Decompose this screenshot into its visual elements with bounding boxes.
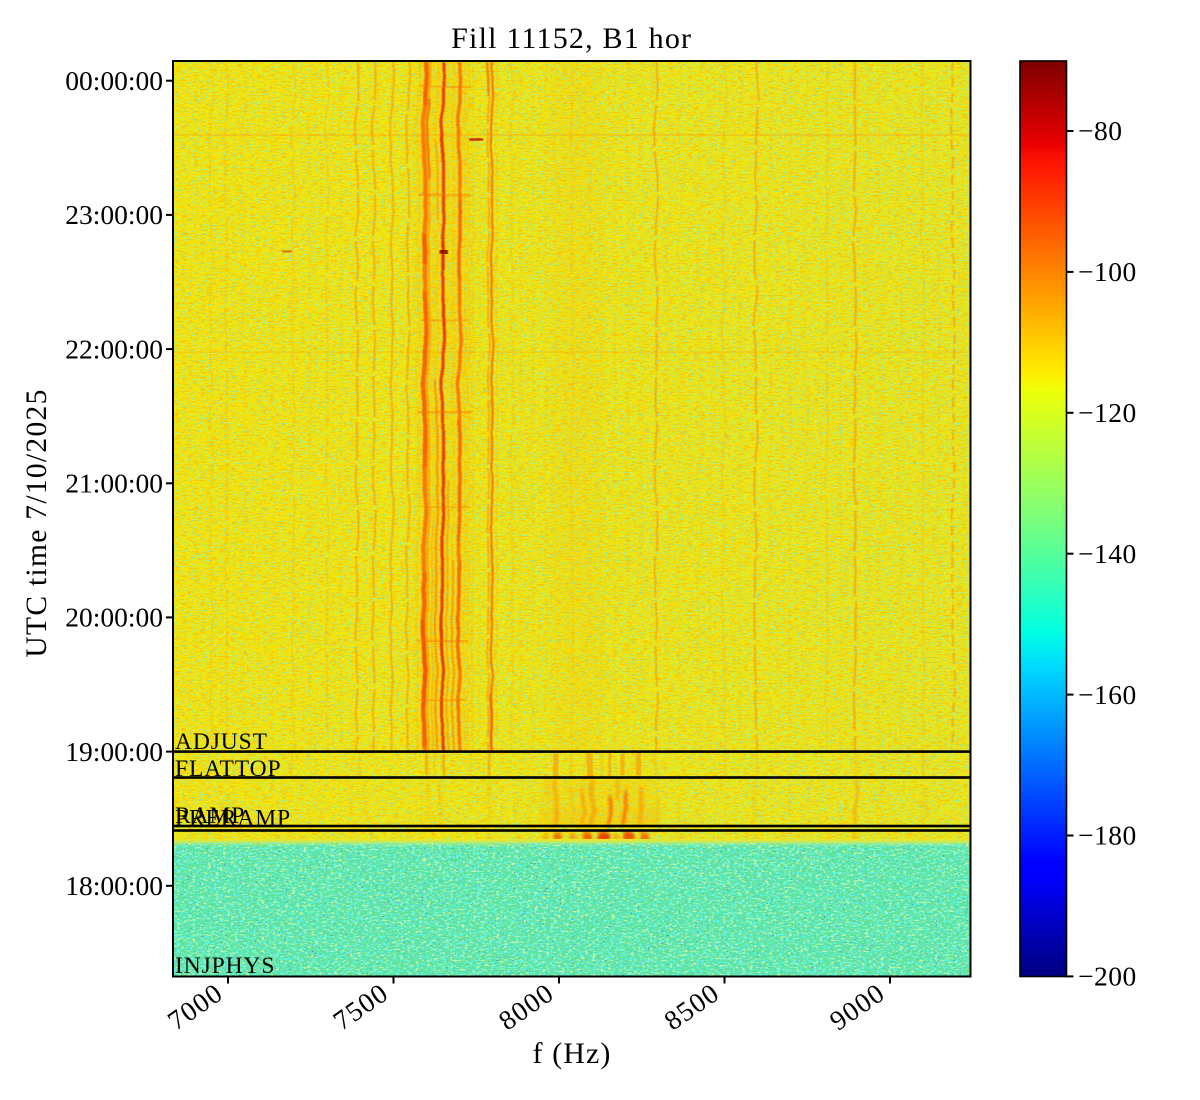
- svg-text:23:00:00: 23:00:00: [65, 199, 163, 230]
- svg-text:−140: −140: [1078, 538, 1137, 569]
- svg-text:INJPHYS: INJPHYS: [175, 953, 275, 979]
- svg-text:21:00:00: 21:00:00: [65, 468, 163, 499]
- svg-text:22:00:00: 22:00:00: [65, 333, 163, 364]
- svg-text:UTC time 7/10/2025: UTC time 7/10/2025: [21, 388, 53, 657]
- svg-text:20:00:00: 20:00:00: [65, 602, 163, 633]
- svg-text:f (Hz): f (Hz): [532, 1037, 611, 1070]
- svg-text:−180: −180: [1078, 820, 1137, 851]
- svg-text:Fill 11152, B1 hor: Fill 11152, B1 hor: [451, 22, 692, 55]
- svg-text:−120: −120: [1078, 397, 1137, 428]
- svg-text:FLATTOP: FLATTOP: [175, 756, 281, 782]
- svg-text:−200: −200: [1078, 961, 1137, 992]
- svg-text:18:00:00: 18:00:00: [65, 870, 163, 901]
- svg-text:PRERAMP: PRERAMP: [175, 805, 291, 831]
- svg-text:−160: −160: [1078, 679, 1137, 710]
- svg-text:ADJUST: ADJUST: [175, 729, 268, 755]
- svg-text:RAMP: RAMP: [175, 803, 245, 829]
- svg-text:00:00:00: 00:00:00: [65, 65, 163, 96]
- svg-text:−100: −100: [1078, 256, 1137, 287]
- svg-text:−80: −80: [1078, 115, 1123, 146]
- svg-text:19:00:00: 19:00:00: [65, 736, 163, 767]
